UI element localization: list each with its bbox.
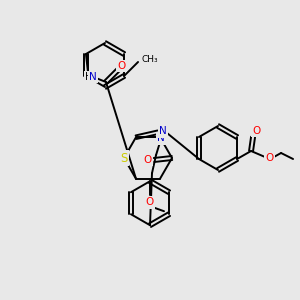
Text: CH₃: CH₃ [141,55,158,64]
Text: O: O [265,153,273,163]
Text: S: S [120,152,128,164]
Text: N: N [157,133,165,143]
Text: N: N [159,126,167,136]
Text: O: O [252,126,260,136]
Text: N: N [89,72,97,82]
Text: O: O [144,155,152,165]
Text: H: H [85,72,93,82]
Text: O: O [118,61,126,71]
Text: O: O [146,197,154,207]
